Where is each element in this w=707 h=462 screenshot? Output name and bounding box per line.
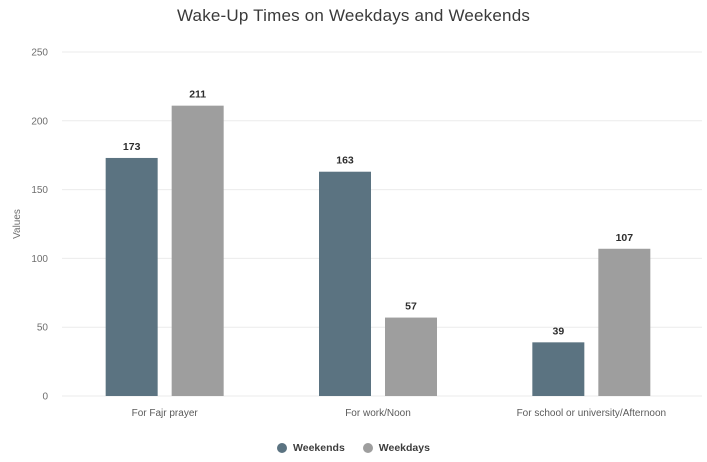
bar-weekdays-1	[385, 317, 437, 396]
legend: Weekends Weekdays	[0, 442, 707, 454]
x-tick-label: For school or university/Afternoon	[517, 408, 667, 419]
y-tick-label: 100	[31, 254, 48, 265]
data-label: 107	[616, 232, 634, 244]
legend-item-weekends: Weekends	[277, 442, 345, 454]
data-label: 39	[552, 325, 564, 337]
bar-weekends-0	[105, 157, 158, 396]
legend-label-weekends: Weekends	[293, 442, 345, 454]
y-axis-label: Values	[12, 209, 23, 239]
chart-title: Wake-Up Times on Weekdays and Weekends	[176, 6, 531, 25]
x-tick-label: For Fajr prayer	[132, 408, 199, 419]
legend-marker-weekdays	[362, 443, 373, 453]
bar-weekends-2	[532, 342, 585, 396]
y-tick-label: 50	[37, 323, 49, 334]
data-label: 173	[123, 141, 141, 153]
bar-weekdays-0	[171, 105, 224, 396]
data-label: 211	[189, 89, 206, 101]
legend-label-weekdays: Weekdays	[378, 442, 430, 454]
bar-weekdays-2	[598, 248, 651, 396]
data-label: 163	[336, 155, 354, 167]
y-tick-label: 0	[42, 392, 48, 403]
legend-marker-weekends	[277, 443, 288, 453]
data-label: 57	[405, 301, 417, 313]
bar-weekends-1	[319, 171, 371, 396]
bar-chart: 0 50 100 150 200 250 Values 173 211 For Fajr pray…	[12, 48, 702, 419]
legend-item-weekdays: Weekdays	[362, 442, 430, 454]
y-tick-label: 150	[31, 185, 48, 196]
y-tick-label: 250	[31, 48, 48, 59]
x-tick-label: For work/Noon	[345, 408, 411, 419]
y-tick-label: 200	[31, 116, 48, 127]
